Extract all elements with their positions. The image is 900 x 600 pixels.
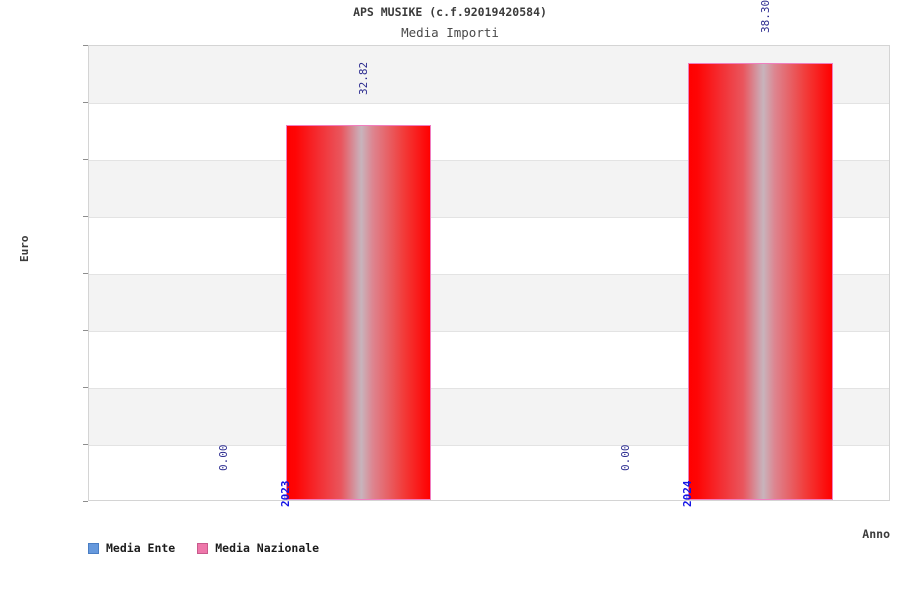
gridline-5 — [89, 445, 889, 446]
legend-label-media-nazionale: Media Nazionale — [215, 541, 320, 555]
y-tick-mark-0 — [83, 501, 88, 502]
y-tick-mark-25 — [83, 216, 88, 217]
gridline-10 — [89, 388, 889, 389]
gridline-35 — [89, 103, 889, 104]
legend-swatch-icon-media-ente — [88, 542, 99, 554]
gridline-30 — [89, 160, 889, 161]
y-tick-mark-35 — [83, 102, 88, 103]
x-axis-title: Anno — [862, 527, 890, 541]
y-tick-mark-20 — [83, 273, 88, 274]
chart-subtitle: Media Importi — [401, 25, 499, 40]
plot-area — [88, 45, 890, 501]
bar-2024-media-nazionale[interactable] — [688, 63, 833, 500]
y-tick-mark-5 — [83, 444, 88, 445]
y-tick-mark-10 — [83, 387, 88, 388]
bar-label-2023-media-ente: 0.00 — [217, 444, 230, 472]
gridline-20 — [89, 274, 889, 275]
y-tick-mark-15 — [83, 330, 88, 331]
bar-label-2024-media-nazionale: 38.30 — [759, 0, 772, 33]
legend-label-media-ente: Media Ente — [106, 541, 176, 555]
legend: Media Ente Media Nazionale — [88, 541, 319, 555]
y-tick-mark-40 — [83, 45, 88, 46]
bar-2023-media-nazionale[interactable] — [286, 125, 431, 500]
y-axis-title: Euro — [18, 235, 31, 263]
legend-entry-media-ente[interactable]: Media Ente — [88, 541, 175, 555]
x-tick-label-2023: 2023 — [279, 480, 292, 508]
bar-label-2024-media-ente: 0.00 — [619, 444, 632, 472]
legend-swatch-icon-media-nazionale — [197, 542, 209, 554]
y-tick-mark-30 — [83, 159, 88, 160]
gridline-15 — [89, 331, 889, 332]
gridline-25 — [89, 217, 889, 218]
x-tick-label-2024: 2024 — [681, 480, 694, 508]
page-title: APS MUSIKE (c.f.92019420584) — [353, 5, 547, 19]
legend-entry-media-nazionale[interactable]: Media Nazionale — [197, 541, 319, 555]
bar-label-2023-media-nazionale: 32.82 — [357, 61, 370, 95]
